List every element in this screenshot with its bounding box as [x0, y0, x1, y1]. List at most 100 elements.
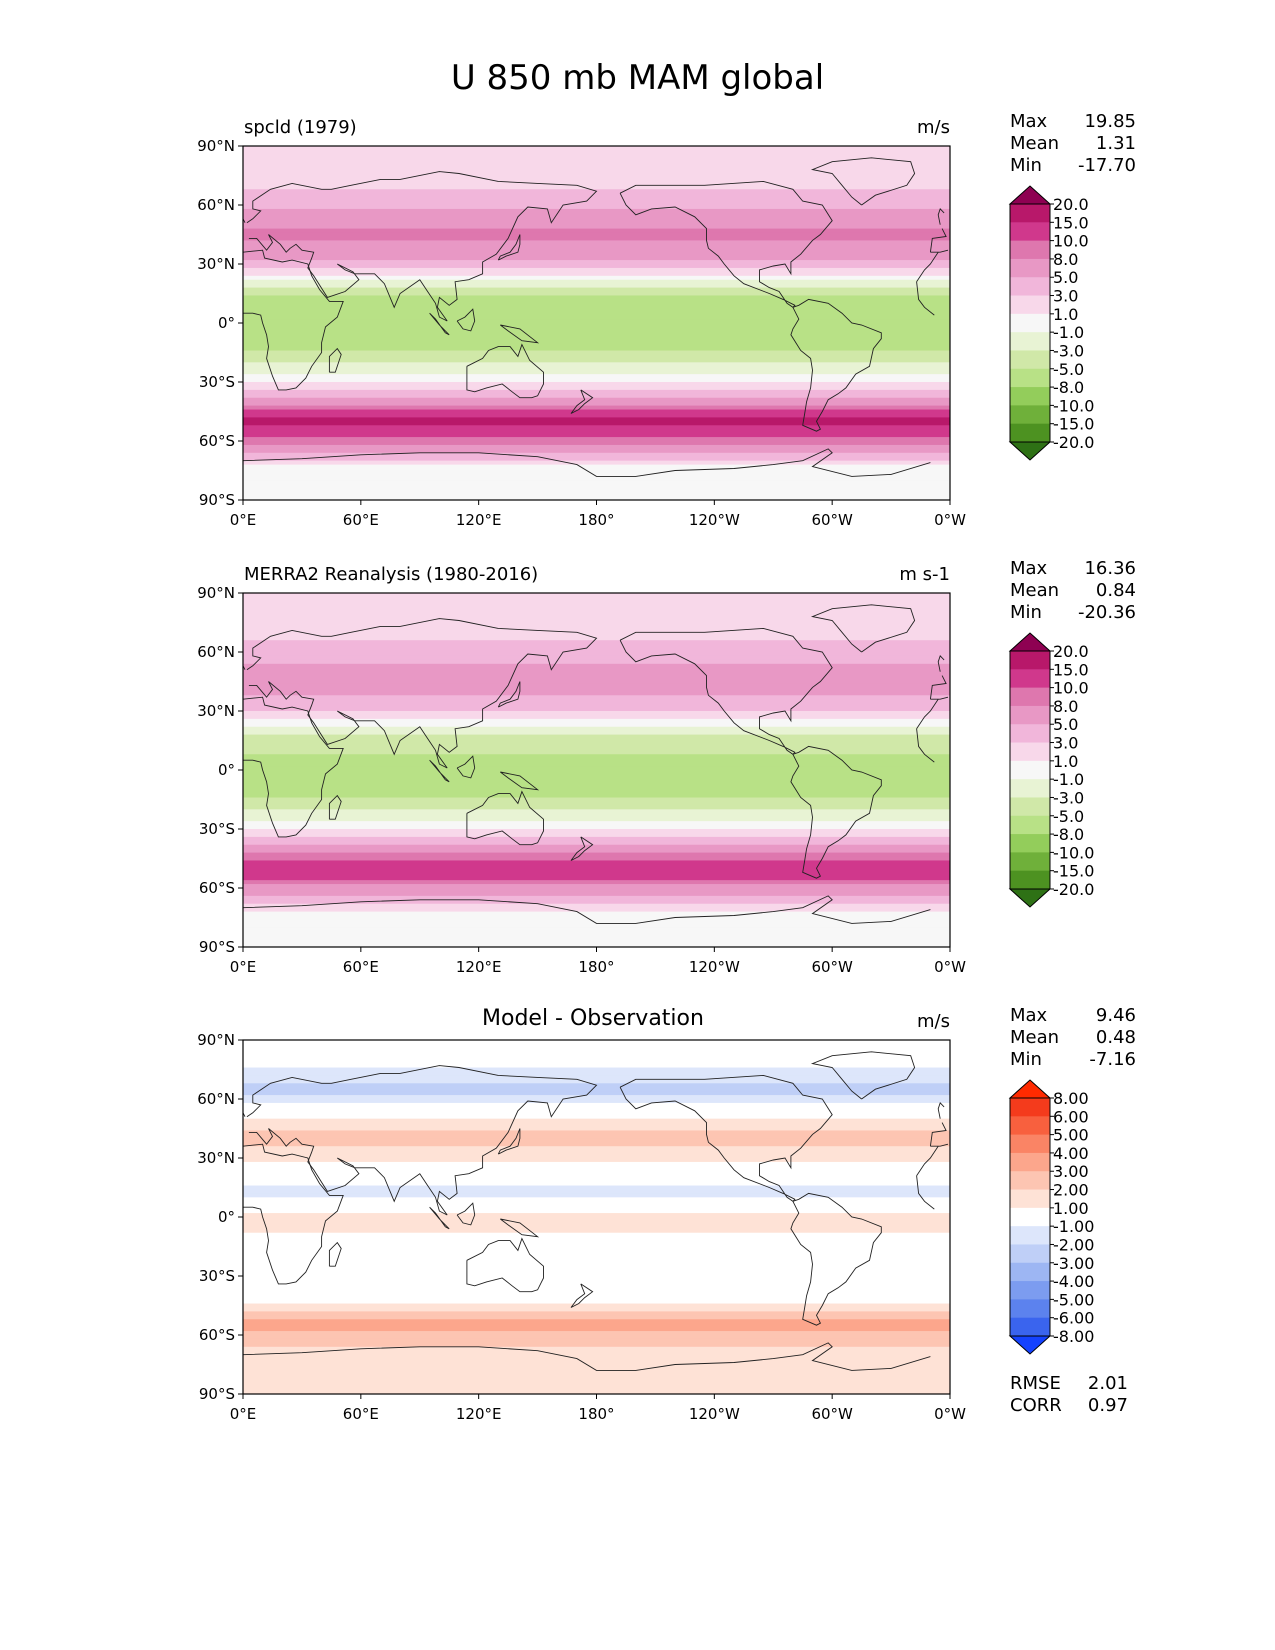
- field-band: [243, 1256, 950, 1261]
- field-bands: [243, 593, 950, 947]
- x-tick-label: 0°W: [934, 958, 966, 976]
- field-band: [243, 1268, 950, 1273]
- field-band: [243, 157, 950, 163]
- field-band: [243, 393, 950, 399]
- field-band: [243, 671, 950, 677]
- field-band: [243, 228, 950, 234]
- field-band: [243, 275, 950, 281]
- field-band: [243, 1323, 950, 1328]
- x-tick-label: 120°E: [456, 1405, 502, 1423]
- field-band: [243, 492, 950, 497]
- colorbar-tick-label: -6.00: [1053, 1309, 1094, 1328]
- field-band: [243, 480, 950, 485]
- field-band: [243, 303, 950, 308]
- field-band: [243, 441, 950, 446]
- field-band: [243, 1264, 950, 1269]
- field-band: [243, 931, 950, 936]
- colorbar-cell: [1010, 313, 1050, 333]
- panel-1-units: m/s: [917, 117, 950, 138]
- y-tick-label: 90°S: [199, 491, 235, 509]
- field-band: [243, 1311, 950, 1316]
- colorbar-cell: [1010, 852, 1050, 872]
- field-band: [243, 1303, 950, 1309]
- colorbar-extend-max: [1008, 185, 1052, 205]
- colorbar-cell: [1010, 834, 1050, 853]
- y-tick-label: 90°S: [199, 938, 235, 956]
- colorbar-tick-label: -2.00: [1053, 1235, 1094, 1254]
- field-band: [243, 193, 950, 198]
- min-value: -17.70: [1077, 155, 1136, 176]
- coastline: [328, 794, 342, 820]
- colorbar-tick-label: 8.0: [1053, 250, 1078, 269]
- map-panel-2: 0°E 60°E 120°E 180° 120°W 60°W 0°W 90°N 60°N 30°N…: [197, 584, 1094, 976]
- coastline: [916, 698, 939, 729]
- y-tick-label: 60°S: [199, 432, 235, 450]
- field-band: [243, 1228, 950, 1234]
- field-band: [243, 1075, 950, 1080]
- field-band: [243, 330, 950, 336]
- field-band: [243, 1346, 950, 1352]
- field-band: [243, 876, 950, 881]
- field-band: [243, 177, 950, 182]
- coastlines: [243, 157, 949, 477]
- min-label: Min: [1010, 602, 1042, 623]
- x-tick-label: 120°E: [456, 958, 502, 976]
- field-band: [243, 1382, 950, 1387]
- field-band: [243, 809, 950, 814]
- field-band: [243, 460, 950, 466]
- colorbar-tick-label: -1.0: [1053, 323, 1084, 342]
- field-band: [243, 1327, 950, 1332]
- field-band: [243, 1240, 950, 1246]
- map-panel-1: 0°E 60°E 120°E 180° 120°W 60°W 0°W 90°N 60°N 30°N…: [197, 137, 1094, 529]
- colorbar-tick-label: -1.00: [1053, 1217, 1094, 1236]
- field-band: [243, 488, 950, 493]
- field-band: [243, 1189, 950, 1194]
- colorbar-cell: [1010, 1226, 1050, 1245]
- field-band: [243, 939, 950, 944]
- field-band: [243, 864, 950, 869]
- coastline: [243, 1342, 931, 1371]
- field-band: [243, 711, 950, 716]
- field-band: [243, 1071, 950, 1076]
- colorbar-tick-label: -20.0: [1053, 880, 1094, 899]
- mean-value: 0.48: [1095, 1027, 1136, 1048]
- field-band: [243, 726, 950, 732]
- colorbar: 20.015.010.08.05.03.01.0-1.0-3.0-5.0-8.0…: [1008, 632, 1094, 908]
- field-band: [243, 648, 950, 653]
- field-band: [243, 370, 950, 375]
- y-tick-label: 30°N: [197, 702, 235, 720]
- x-tick-label: 0°E: [230, 1405, 257, 1423]
- colorbar-cell: [1010, 405, 1050, 425]
- colorbar-cell: [1010, 222, 1050, 242]
- x-tick-label: 0°W: [934, 511, 966, 529]
- colorbar-tick-label: 15.0: [1053, 213, 1089, 232]
- field-band: [243, 770, 950, 775]
- colorbar-cell: [1010, 687, 1050, 707]
- colorbar-tick-label: 2.00: [1053, 1181, 1089, 1200]
- colorbar-tick-label: -15.0: [1053, 415, 1094, 434]
- colorbar-frame: [1009, 650, 1051, 890]
- field-band: [243, 161, 950, 167]
- field-band: [243, 722, 950, 728]
- colorbar-cell: [1010, 277, 1050, 296]
- min-value: -20.36: [1077, 602, 1136, 623]
- colorbar-extend-min: [1008, 441, 1052, 461]
- field-band: [243, 1358, 950, 1364]
- field-band: [243, 848, 950, 854]
- colorbar-tick-label: -3.0: [1053, 341, 1084, 360]
- field-band: [243, 762, 950, 767]
- field-band: [243, 667, 950, 673]
- max-label: Max: [1010, 111, 1048, 132]
- field-band: [243, 655, 950, 661]
- field-bands: [243, 146, 950, 500]
- field-band: [243, 248, 950, 253]
- colorbar-cell: [1010, 258, 1050, 278]
- coastline: [916, 251, 939, 282]
- field-band: [243, 224, 950, 230]
- field-band: [243, 1244, 950, 1250]
- field-band: [243, 366, 950, 371]
- field-band: [243, 1220, 950, 1226]
- field-band: [243, 801, 950, 806]
- field-band: [243, 1099, 950, 1104]
